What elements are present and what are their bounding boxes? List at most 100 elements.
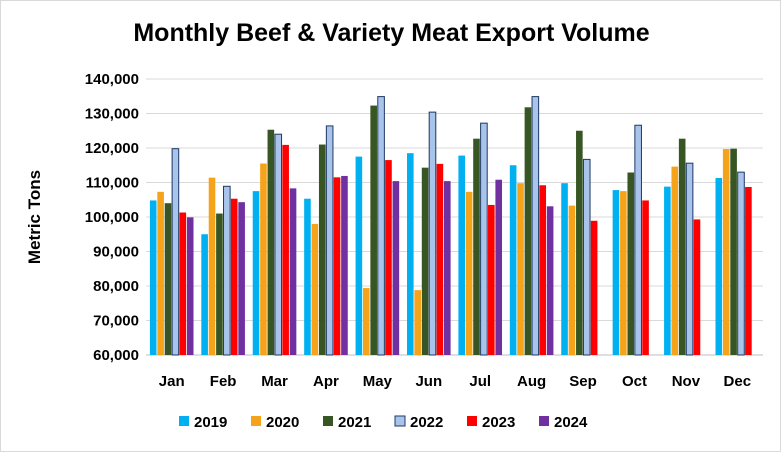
bar-2020-nov	[671, 166, 679, 355]
bar-2021-jun	[421, 167, 429, 355]
y-axis-label: Metric Tons	[25, 170, 44, 264]
legend-swatch-2019	[179, 416, 189, 426]
bar-2021-feb	[216, 213, 223, 355]
legend-swatch-2022	[394, 415, 406, 427]
y-tick-label: 130,000	[85, 106, 139, 123]
bar-2022-apr	[325, 125, 334, 356]
bar-2022-nov	[685, 162, 694, 356]
bar-2021-sep	[576, 130, 583, 355]
y-tick-label: 90,000	[93, 244, 139, 261]
bar-2019-apr	[304, 198, 311, 355]
legend-label-2021: 2021	[338, 414, 371, 431]
y-tick-label: 120,000	[85, 140, 139, 157]
legend-swatch-2023	[467, 416, 477, 426]
bar-2019-aug	[509, 165, 517, 355]
x-tick-label: Jul	[469, 373, 491, 390]
bar-2024-jan	[186, 217, 194, 355]
bar-2024-feb	[238, 202, 245, 355]
bar-2020-jan	[157, 191, 164, 355]
y-tick-label: 70,000	[93, 313, 139, 330]
bar-2020-jul	[465, 191, 473, 355]
bar-2020-apr	[311, 223, 319, 355]
bar-2024-mar	[289, 188, 297, 355]
bar-2024-jul	[495, 179, 503, 355]
bar-2019-jan	[149, 200, 157, 355]
legend-label-2024: 2024	[554, 414, 588, 431]
bar-2023-jan	[179, 212, 187, 355]
bar-2022-jan	[171, 148, 180, 356]
x-tick-label: Mar	[261, 373, 288, 390]
x-tick-label: Aug	[517, 373, 546, 390]
bar-2022-dec	[737, 171, 745, 356]
bar-2023-feb	[230, 198, 238, 355]
legend-label-2022: 2022	[410, 414, 443, 431]
bar-2022-jun	[428, 111, 437, 356]
bar-2021-apr	[318, 144, 326, 355]
bar-2022-may	[377, 96, 385, 356]
y-tick-label: 140,000	[85, 71, 139, 88]
bar-2023-jun	[436, 163, 444, 355]
bar-2019-feb	[201, 234, 208, 355]
bar-2023-oct	[642, 200, 649, 355]
bar-2023-apr	[333, 177, 341, 355]
legend-swatch-2020	[251, 416, 261, 426]
bar-2021-dec	[730, 148, 737, 355]
bar-2020-oct	[620, 191, 627, 355]
bar-2024-may	[392, 181, 400, 355]
bar-2019-mar	[252, 191, 260, 355]
bar-2021-jul	[473, 138, 480, 355]
bar-2023-dec	[745, 186, 752, 355]
x-tick-label: Jun	[415, 373, 442, 390]
bar-2022-oct	[634, 124, 642, 356]
bar-2023-nov	[693, 219, 701, 355]
bar-2020-dec	[722, 149, 730, 355]
bar-2019-jul	[458, 155, 466, 355]
bar-2021-nov	[678, 138, 686, 355]
bar-2020-jun	[414, 290, 421, 355]
x-tick-label: Feb	[210, 373, 237, 390]
bar-2020-mar	[260, 163, 267, 355]
bar-2022-jul	[480, 122, 488, 356]
y-tick-label: 80,000	[93, 278, 139, 295]
bar-2022-feb	[223, 185, 231, 356]
bar-2021-may	[370, 105, 377, 355]
legend-swatch-2024	[539, 416, 549, 426]
bar-2023-may	[385, 160, 392, 355]
bar-2024-aug	[546, 206, 554, 355]
legend-label-2023: 2023	[482, 414, 515, 431]
bar-2022-aug	[531, 96, 540, 356]
x-tick-label: Dec	[724, 373, 752, 390]
x-tick-label: Jan	[159, 373, 185, 390]
bar-2019-oct	[612, 190, 620, 355]
bar-2020-feb	[208, 177, 216, 355]
bar-2020-sep	[568, 205, 576, 355]
bar-2020-aug	[517, 183, 524, 355]
bar-2019-sep	[561, 183, 568, 355]
y-tick-label: 100,000	[85, 209, 139, 226]
bar-2023-jul	[488, 204, 495, 355]
x-tick-label: Nov	[672, 373, 701, 390]
y-tick-label: 110,000	[86, 175, 139, 192]
x-tick-label: Sep	[569, 373, 597, 390]
legend-label-2019: 2019	[194, 414, 227, 431]
bar-2021-oct	[627, 172, 635, 355]
bar-2020-may	[362, 288, 370, 355]
bar-2021-aug	[524, 107, 532, 355]
y-tick-label: 60,000	[93, 347, 139, 364]
bar-2021-jan	[164, 203, 172, 355]
bar-2019-dec	[715, 178, 723, 355]
bar-2019-may	[355, 156, 363, 355]
bar-2022-sep	[582, 158, 591, 356]
bar-2023-sep	[590, 220, 598, 355]
x-tick-label: Apr	[313, 373, 339, 390]
bar-2024-jun	[443, 181, 451, 355]
bar-2021-mar	[267, 129, 275, 355]
bar-2023-aug	[539, 185, 547, 355]
chart-title: Monthly Beef & Variety Meat Export Volum…	[133, 19, 650, 47]
x-tick-label: Oct	[622, 373, 647, 390]
x-tick-label: May	[363, 373, 393, 390]
bar-2019-nov	[664, 186, 671, 355]
bar-2019-jun	[406, 153, 414, 355]
